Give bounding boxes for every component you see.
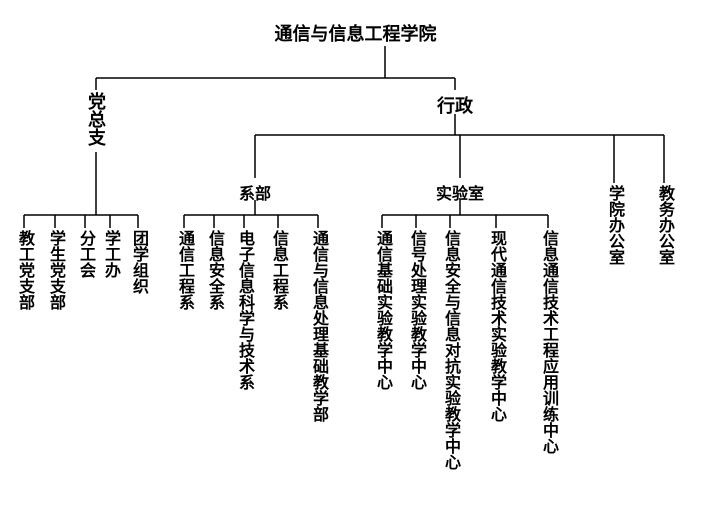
party-leaf: 学工办 (102, 230, 118, 278)
lab-leaf: 现代通信技术实验教学中心 (488, 230, 504, 422)
dept-leaf: 电子信息科学与技术系 (236, 230, 252, 390)
branch-admin: 行政 (437, 92, 473, 118)
dept-leaf: 信息安全系 (206, 230, 222, 310)
party-leaf: 团学组织 (130, 230, 146, 294)
subhead-labs: 实验室 (436, 180, 484, 204)
party-leaf: 教工党支部 (16, 230, 32, 310)
subhead-departments: 系部 (239, 180, 271, 204)
dept-leaf: 通信工程系 (176, 230, 192, 310)
lab-leaf: 信息安全与信息对抗实验教学中心 (442, 230, 458, 470)
leaf-college-office: 学院办公室 (606, 185, 622, 265)
dept-leaf: 通信与信息处理基础教学部 (310, 230, 326, 422)
branch-party: 党总支 (87, 92, 105, 146)
party-leaf: 学生党支部 (47, 230, 63, 310)
root-title: 通信与信息工程学院 (0, 20, 711, 46)
dept-leaf: 信息工程系 (270, 230, 286, 310)
leaf-academic-office: 教务办公室 (656, 185, 672, 265)
lab-leaf: 信息通信技术工程应用训练中心 (540, 230, 556, 454)
lab-leaf: 通信基础实验教学中心 (374, 230, 390, 390)
lab-leaf: 信号处理实验教学中心 (408, 230, 424, 390)
party-leaf: 分工会 (77, 230, 93, 278)
